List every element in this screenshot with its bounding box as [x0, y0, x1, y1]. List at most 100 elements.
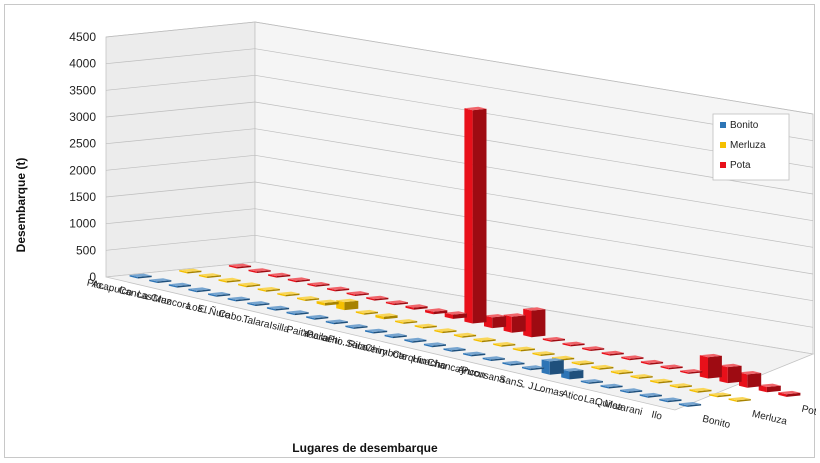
bar-side [226, 279, 241, 283]
bar-merluza-18 [532, 351, 555, 356]
bar-merluza-10 [375, 313, 398, 320]
bar-bonito-1 [149, 278, 172, 283]
bar-top [385, 300, 408, 304]
bar-top [739, 371, 762, 375]
bar-front [129, 275, 138, 279]
bar-side [579, 362, 594, 366]
bar-front [346, 292, 355, 296]
bar-front [208, 293, 217, 297]
bar-side [137, 275, 152, 279]
bar-top [463, 351, 486, 355]
y-axis-ticks: 0 500 1000 1500 2000 2500 3000 3500 4000 4500 [69, 21, 814, 328]
gridline [105, 74, 814, 168]
bar-merluza-14 [453, 332, 477, 338]
bar-side [451, 348, 466, 352]
bar-bonito-6 [247, 301, 270, 306]
bar-pota-24 [699, 353, 722, 379]
bar-top [316, 299, 339, 303]
bar-top [336, 298, 359, 303]
bar-front [640, 361, 650, 365]
bar-side [344, 300, 359, 311]
bar-front [247, 302, 256, 306]
y-tick-label: 3000 [69, 110, 96, 124]
bar-top [580, 379, 603, 383]
bar-side [491, 358, 505, 361]
bar-side [589, 381, 603, 384]
gridline [105, 234, 814, 328]
data-bars [129, 106, 801, 407]
bar-pota-13 [484, 314, 507, 329]
bar-merluza-16 [493, 342, 516, 347]
bar-top [149, 278, 172, 282]
bar-front [227, 298, 236, 302]
bar-front [591, 366, 600, 370]
bar-top [562, 341, 585, 345]
bar-top [503, 313, 526, 317]
bar-front [482, 357, 491, 361]
bar-pota-6 [346, 291, 369, 296]
chart-frame: 0 500 1000 1500 2000 2500 3000 3500 4000 4500 Pto… [4, 4, 816, 458]
bar-merluza-9 [355, 309, 378, 315]
bar-bonito-13 [384, 333, 407, 339]
bar-front [541, 359, 550, 375]
bar-merluza-2 [218, 277, 241, 283]
bar-front [453, 334, 463, 338]
bar-top [689, 387, 712, 392]
bar-top [582, 346, 605, 350]
bar-merluza-25 [669, 383, 692, 389]
legend-swatch [720, 142, 726, 148]
bar-side [549, 360, 564, 375]
legend: Bonito Merluza Pota [712, 113, 790, 181]
bar-front [286, 311, 295, 316]
bar-pota-28 [778, 390, 801, 397]
bar-side [276, 274, 291, 278]
bar-top [621, 355, 644, 359]
bar-side [511, 315, 526, 333]
bar-front [405, 305, 414, 310]
bar-top [719, 363, 742, 368]
bar-top [405, 304, 428, 308]
bar-side [442, 330, 457, 334]
x-category-label: Los... [185, 301, 211, 317]
bar-side [403, 321, 418, 324]
bar-top [395, 319, 418, 323]
bar-side [453, 313, 467, 319]
y-tick-label: 2000 [69, 163, 96, 177]
bar-top [198, 273, 221, 277]
bar-pota-25 [719, 363, 742, 384]
bar-side [235, 298, 250, 302]
bar-top [484, 314, 507, 318]
bar-side [569, 370, 584, 380]
bar-front [444, 312, 453, 319]
bar-front [414, 325, 423, 329]
bar-top [218, 277, 241, 282]
bar-side [668, 366, 683, 370]
bar-top [493, 342, 516, 346]
bar-merluza-24 [650, 378, 673, 384]
bar-bonito-18 [482, 356, 505, 361]
bar-merluza-28 [728, 397, 751, 402]
bar-front [620, 389, 629, 394]
bar-front [365, 330, 374, 334]
bar-front [188, 288, 197, 293]
bar-top [561, 368, 584, 372]
bar-front [582, 347, 591, 351]
gridline [105, 101, 814, 195]
bar-side [481, 339, 496, 343]
bar-side [296, 279, 310, 283]
bar-bonito-20 [522, 365, 545, 371]
bar-front [728, 398, 737, 402]
bar-bonito-22 [561, 368, 584, 380]
bar-side [294, 312, 309, 316]
bar-front [384, 334, 393, 339]
bar-front [366, 297, 375, 301]
x-category-label: Atico [560, 388, 585, 404]
bar-pota-0 [228, 263, 252, 269]
bar-side [216, 293, 231, 297]
bar-front [463, 353, 472, 357]
y-tick-label: 4500 [69, 30, 96, 44]
bar-side [187, 270, 202, 274]
bar-top [327, 286, 350, 290]
gridline [105, 48, 814, 142]
bar-front [699, 355, 708, 379]
